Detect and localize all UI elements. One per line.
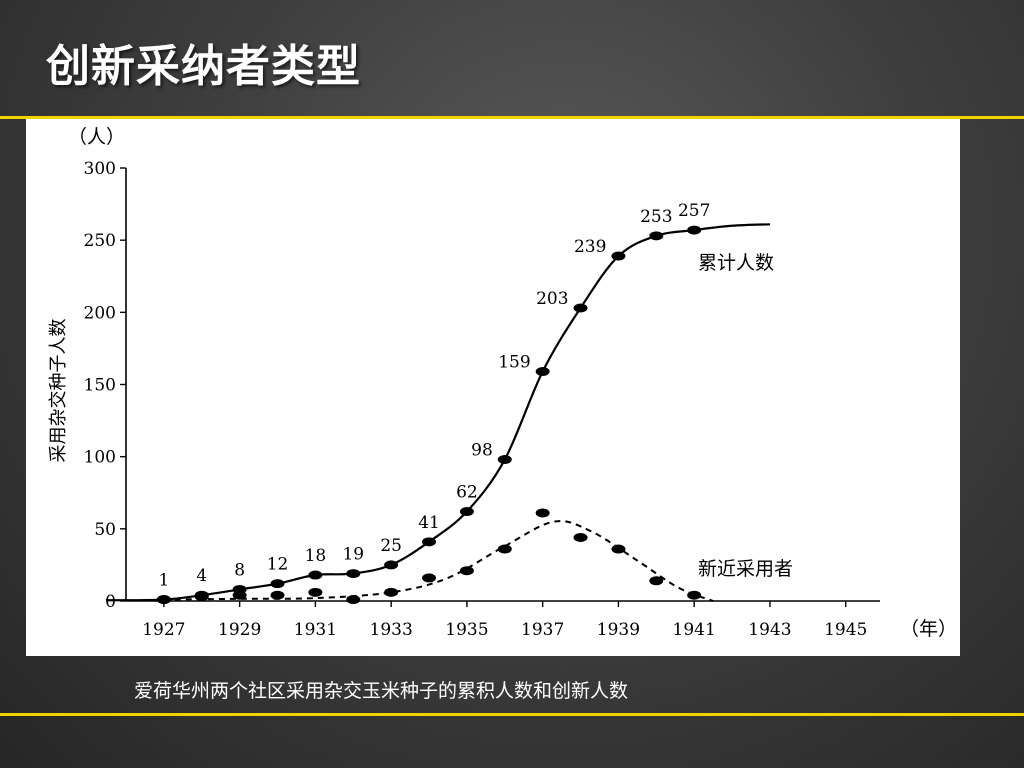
chart-caption: 爱荷华州两个社区采用杂交玉米种子的累积人数和创新人数 bbox=[134, 680, 629, 702]
data-label-cumulative: 19 bbox=[342, 545, 364, 565]
point-new-adopters bbox=[194, 592, 209, 602]
point-new-adopters bbox=[535, 508, 550, 518]
point-new-adopters bbox=[308, 587, 323, 597]
data-label-cumulative: 18 bbox=[305, 546, 327, 566]
x-tick-label: 1941 bbox=[673, 620, 716, 640]
x-tick-label: 1929 bbox=[218, 620, 261, 640]
bottom-accent-rule bbox=[0, 713, 1024, 716]
point-new-adopters bbox=[573, 532, 588, 542]
point-cumulative bbox=[308, 570, 323, 580]
point-cumulative bbox=[649, 231, 664, 241]
x-tick-label: 1937 bbox=[521, 620, 564, 640]
point-cumulative bbox=[384, 560, 399, 570]
data-label-cumulative: 239 bbox=[574, 237, 606, 257]
point-cumulative bbox=[270, 579, 285, 589]
point-cumulative bbox=[573, 303, 588, 313]
data-label-cumulative: 159 bbox=[498, 353, 530, 373]
x-tick-label: 1935 bbox=[445, 620, 488, 640]
y-tick-label: 0 bbox=[105, 592, 116, 612]
y-unit-label: （人） bbox=[68, 126, 125, 148]
data-label-cumulative: 257 bbox=[678, 201, 710, 221]
data-label-cumulative: 41 bbox=[418, 513, 440, 533]
y-tick-label: 200 bbox=[84, 303, 116, 323]
x-unit-label: （年） bbox=[900, 618, 957, 640]
point-cumulative bbox=[611, 251, 626, 261]
x-tick-label: 1931 bbox=[294, 620, 337, 640]
point-cumulative bbox=[346, 569, 361, 579]
x-tick-label: 1927 bbox=[142, 620, 185, 640]
y-tick-label: 100 bbox=[84, 448, 116, 468]
data-label-cumulative: 8 bbox=[234, 560, 245, 580]
x-tick-label: 1939 bbox=[597, 620, 640, 640]
point-cumulative bbox=[497, 455, 512, 465]
slide-title: 创新采纳者类型 bbox=[46, 41, 361, 92]
series-cumulative-line bbox=[105, 223, 770, 602]
point-cumulative bbox=[422, 537, 437, 547]
data-label-cumulative: 203 bbox=[536, 289, 568, 309]
point-new-adopters bbox=[232, 590, 247, 600]
point-new-adopters bbox=[270, 590, 285, 600]
point-cumulative bbox=[687, 225, 702, 235]
point-cumulative bbox=[535, 367, 550, 377]
x-tick-label: 1933 bbox=[370, 620, 413, 640]
point-new-adopters bbox=[649, 576, 664, 586]
point-new-adopters bbox=[611, 544, 626, 554]
point-new-adopters bbox=[422, 573, 437, 583]
point-new-adopters bbox=[384, 587, 399, 597]
top-accent-rule bbox=[0, 116, 1024, 119]
point-new-adopters bbox=[497, 544, 512, 554]
point-new-adopters bbox=[459, 566, 474, 576]
data-label-cumulative: 253 bbox=[640, 207, 672, 227]
series-label-new-adopters: 新近采用者 bbox=[698, 558, 793, 580]
x-tick-label: 1943 bbox=[748, 620, 791, 640]
x-tick-label: 1945 bbox=[824, 620, 867, 640]
point-new-adopters bbox=[346, 595, 361, 605]
chart-panel: 0 50 100 150 200 250 300 1927 1929 1931 1933 1935 19… bbox=[26, 119, 960, 656]
data-label-cumulative: 25 bbox=[380, 536, 402, 556]
point-cumulative bbox=[459, 507, 474, 517]
y-tick-label: 300 bbox=[84, 159, 116, 179]
data-label-cumulative: 62 bbox=[456, 483, 478, 503]
y-tick-label: 50 bbox=[94, 520, 116, 540]
point-new-adopters bbox=[156, 595, 171, 605]
data-label-cumulative: 4 bbox=[196, 566, 207, 586]
data-label-cumulative: 1 bbox=[158, 571, 169, 591]
y-axis-title: 采用杂交种子人数 bbox=[48, 319, 69, 463]
data-label-cumulative: 98 bbox=[471, 441, 493, 461]
y-tick-label: 150 bbox=[84, 376, 116, 396]
data-label-cumulative: 12 bbox=[267, 555, 289, 575]
series-label-cumulative: 累计人数 bbox=[698, 252, 774, 274]
y-tick-label: 250 bbox=[84, 231, 116, 251]
point-new-adopters bbox=[687, 590, 702, 600]
